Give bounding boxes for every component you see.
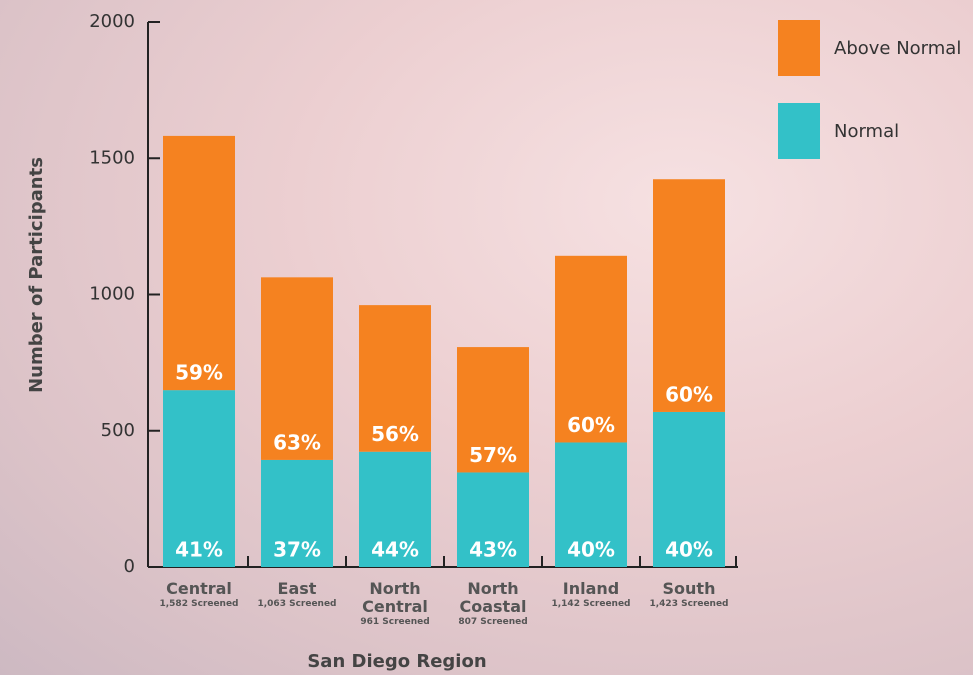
x-tick-sublabel: 1,423 Screened <box>649 599 729 609</box>
legend-swatch <box>778 103 820 159</box>
x-tick-label-group: Inland 1,142 Screened <box>543 580 639 610</box>
bar-segment <box>163 135 235 391</box>
percent-label: 44% <box>371 538 419 562</box>
bar-segment <box>457 347 529 473</box>
bar-segment <box>359 305 431 452</box>
x-tick-label: North Central <box>362 579 428 616</box>
x-axis-title: San Diego Region <box>307 651 486 672</box>
percent-label: 41% <box>175 538 223 562</box>
percent-label: 43% <box>469 538 517 562</box>
x-tick-sublabel: 1,063 Screened <box>257 599 337 609</box>
percent-label: 37% <box>273 538 321 562</box>
legend-label: Above Normal <box>834 38 961 59</box>
percent-label: 40% <box>665 538 713 562</box>
x-tick-label: South <box>662 579 716 598</box>
x-tick-sublabel: 1,142 Screened <box>551 599 631 609</box>
bar-segment <box>653 179 725 412</box>
percent-label: 60% <box>567 413 615 437</box>
y-tick-label: 500 <box>101 420 135 441</box>
bar-segment <box>359 451 431 567</box>
bar-segment <box>555 255 627 443</box>
x-tick-label-group: North Coastal 807 Screened <box>445 580 541 628</box>
x-tick-label-group: South 1,423 Screened <box>641 580 737 610</box>
y-axis-title: Number of Participants <box>26 157 47 393</box>
bar-segment <box>555 442 627 567</box>
bar-segment <box>457 472 529 567</box>
x-tick-sublabel: 961 Screened <box>360 617 430 627</box>
x-tick-sublabel: 807 Screened <box>458 617 528 627</box>
percent-label: 57% <box>469 443 517 467</box>
bar-segment <box>261 459 333 567</box>
legend-label: Normal <box>834 121 899 142</box>
x-tick-label-group: Central 1,582 Screened <box>151 580 247 610</box>
x-tick-label: Inland <box>562 579 620 598</box>
bar-segment <box>261 277 333 460</box>
x-tick-label-group: North Central 961 Screened <box>347 580 443 628</box>
percent-label: 60% <box>665 382 713 406</box>
percent-label: 63% <box>273 430 321 454</box>
percent-label: 56% <box>371 422 419 446</box>
percent-label: 40% <box>567 538 615 562</box>
bar-segment <box>653 411 725 567</box>
x-tick-label: East <box>277 579 317 598</box>
x-tick-label: Central <box>166 579 232 598</box>
x-tick-label-group: East 1,063 Screened <box>249 580 345 610</box>
legend-swatch <box>778 20 820 76</box>
percent-label: 59% <box>175 361 223 385</box>
y-tick-label: 0 <box>124 556 135 577</box>
y-tick-label: 2000 <box>89 11 135 32</box>
y-tick-label: 1000 <box>89 284 135 305</box>
x-tick-label: North Coastal <box>459 579 527 616</box>
x-tick-sublabel: 1,582 Screened <box>159 599 239 609</box>
y-tick-label: 1500 <box>89 147 135 168</box>
bar-segment <box>163 390 235 567</box>
